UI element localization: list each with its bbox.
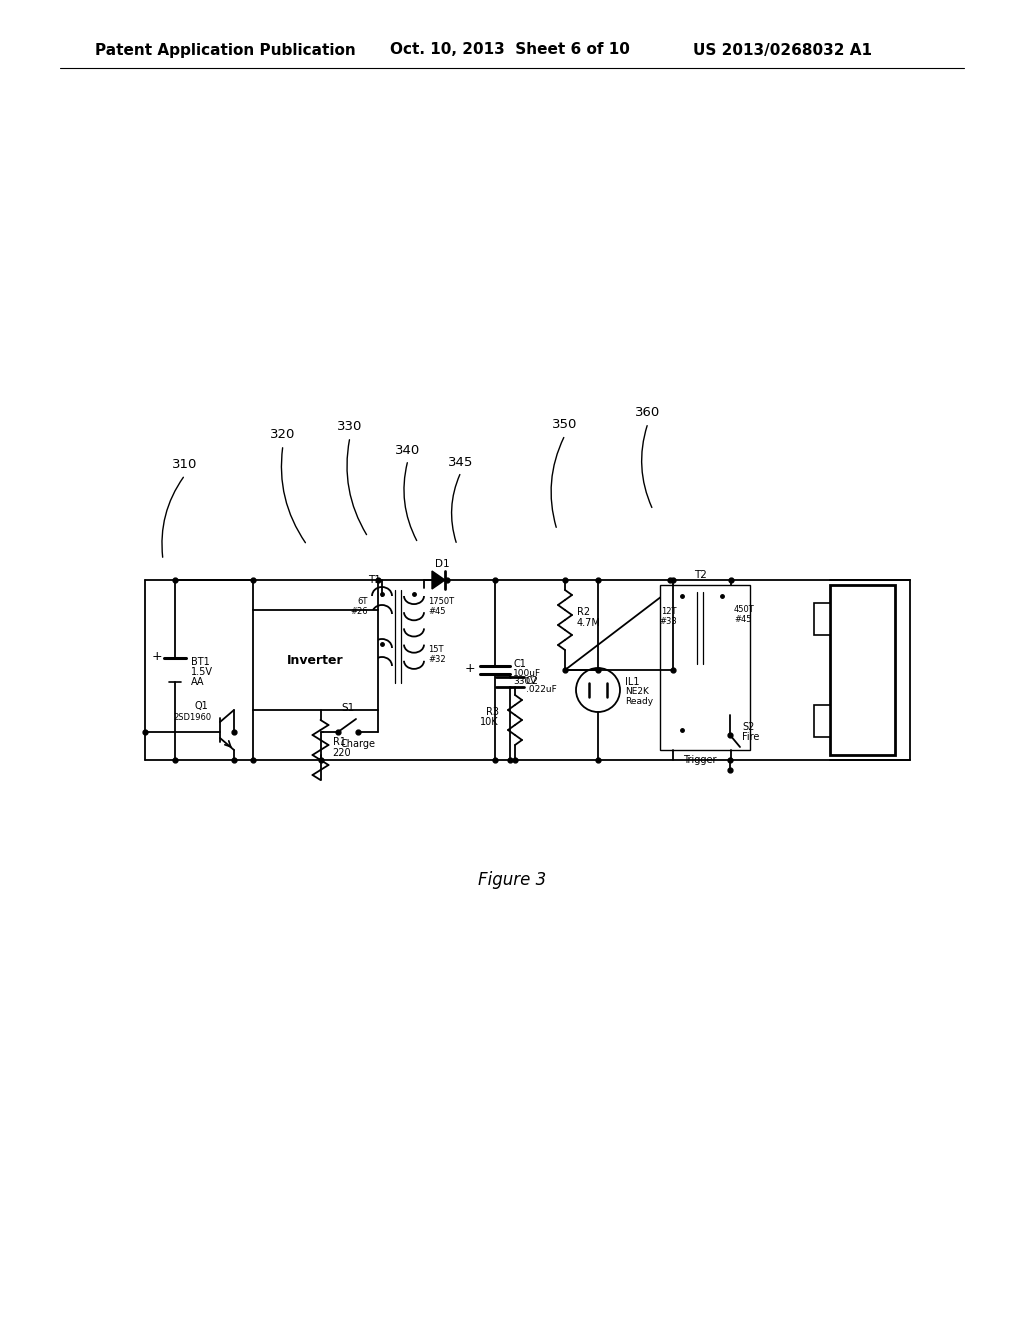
Text: 2SD1960: 2SD1960 [174,714,212,722]
Text: #45: #45 [428,606,445,615]
Text: 4.7M: 4.7M [577,618,601,628]
Text: 12T: 12T [662,607,677,616]
Text: T2: T2 [693,570,707,579]
Text: 340: 340 [395,444,421,457]
Text: T1: T1 [368,576,381,585]
Text: S1: S1 [341,704,354,713]
Text: 15T: 15T [428,645,443,655]
Text: Fire: Fire [742,733,760,742]
Text: AA: AA [191,677,205,686]
Text: US 2013/0268032 A1: US 2013/0268032 A1 [693,42,872,58]
Text: R1: R1 [333,737,345,747]
Text: #32: #32 [428,655,445,664]
Text: IL1: IL1 [625,677,640,686]
Text: +: + [464,661,475,675]
Text: 1.5V: 1.5V [191,667,213,677]
Text: 360: 360 [635,407,660,420]
Text: 320: 320 [270,429,296,441]
Text: 10K: 10K [480,717,499,727]
Text: R3: R3 [486,708,499,717]
Text: +: + [152,651,163,664]
Text: C2: C2 [526,676,539,686]
Text: 220: 220 [333,748,351,758]
Text: Inverter: Inverter [287,653,344,667]
Bar [814,705,830,737]
Text: Ready: Ready [625,697,653,705]
Text: 310: 310 [172,458,198,471]
Polygon shape [432,572,445,589]
Text: NE2K: NE2K [625,688,649,697]
Text: S2: S2 [742,722,755,733]
Bar [814,603,830,635]
Text: C1: C1 [513,659,526,669]
Text: .022uF: .022uF [526,685,557,694]
Text: 450T: 450T [734,606,755,615]
Text: 330V: 330V [513,677,537,686]
Bar [660,585,750,750]
Text: 330: 330 [337,421,362,433]
Text: Trigger: Trigger [683,755,717,766]
Text: 1750T: 1750T [428,598,454,606]
Bar [253,610,378,710]
Bar [830,585,895,755]
Text: R2: R2 [577,607,590,616]
Text: 350: 350 [552,418,578,432]
Text: #33: #33 [659,618,677,627]
Text: #26: #26 [350,606,368,615]
Text: D1: D1 [434,558,450,569]
Text: Patent Application Publication: Patent Application Publication [95,42,355,58]
Text: 100uF: 100uF [513,668,541,677]
Text: Oct. 10, 2013  Sheet 6 of 10: Oct. 10, 2013 Sheet 6 of 10 [390,42,630,58]
Text: Figure 3: Figure 3 [478,871,546,888]
Text: Charge: Charge [341,739,376,748]
Text: #45: #45 [734,615,752,624]
Text: Q1: Q1 [195,701,208,711]
Text: 345: 345 [449,455,474,469]
Text: 6T: 6T [357,598,368,606]
Text: BT1: BT1 [191,657,210,667]
